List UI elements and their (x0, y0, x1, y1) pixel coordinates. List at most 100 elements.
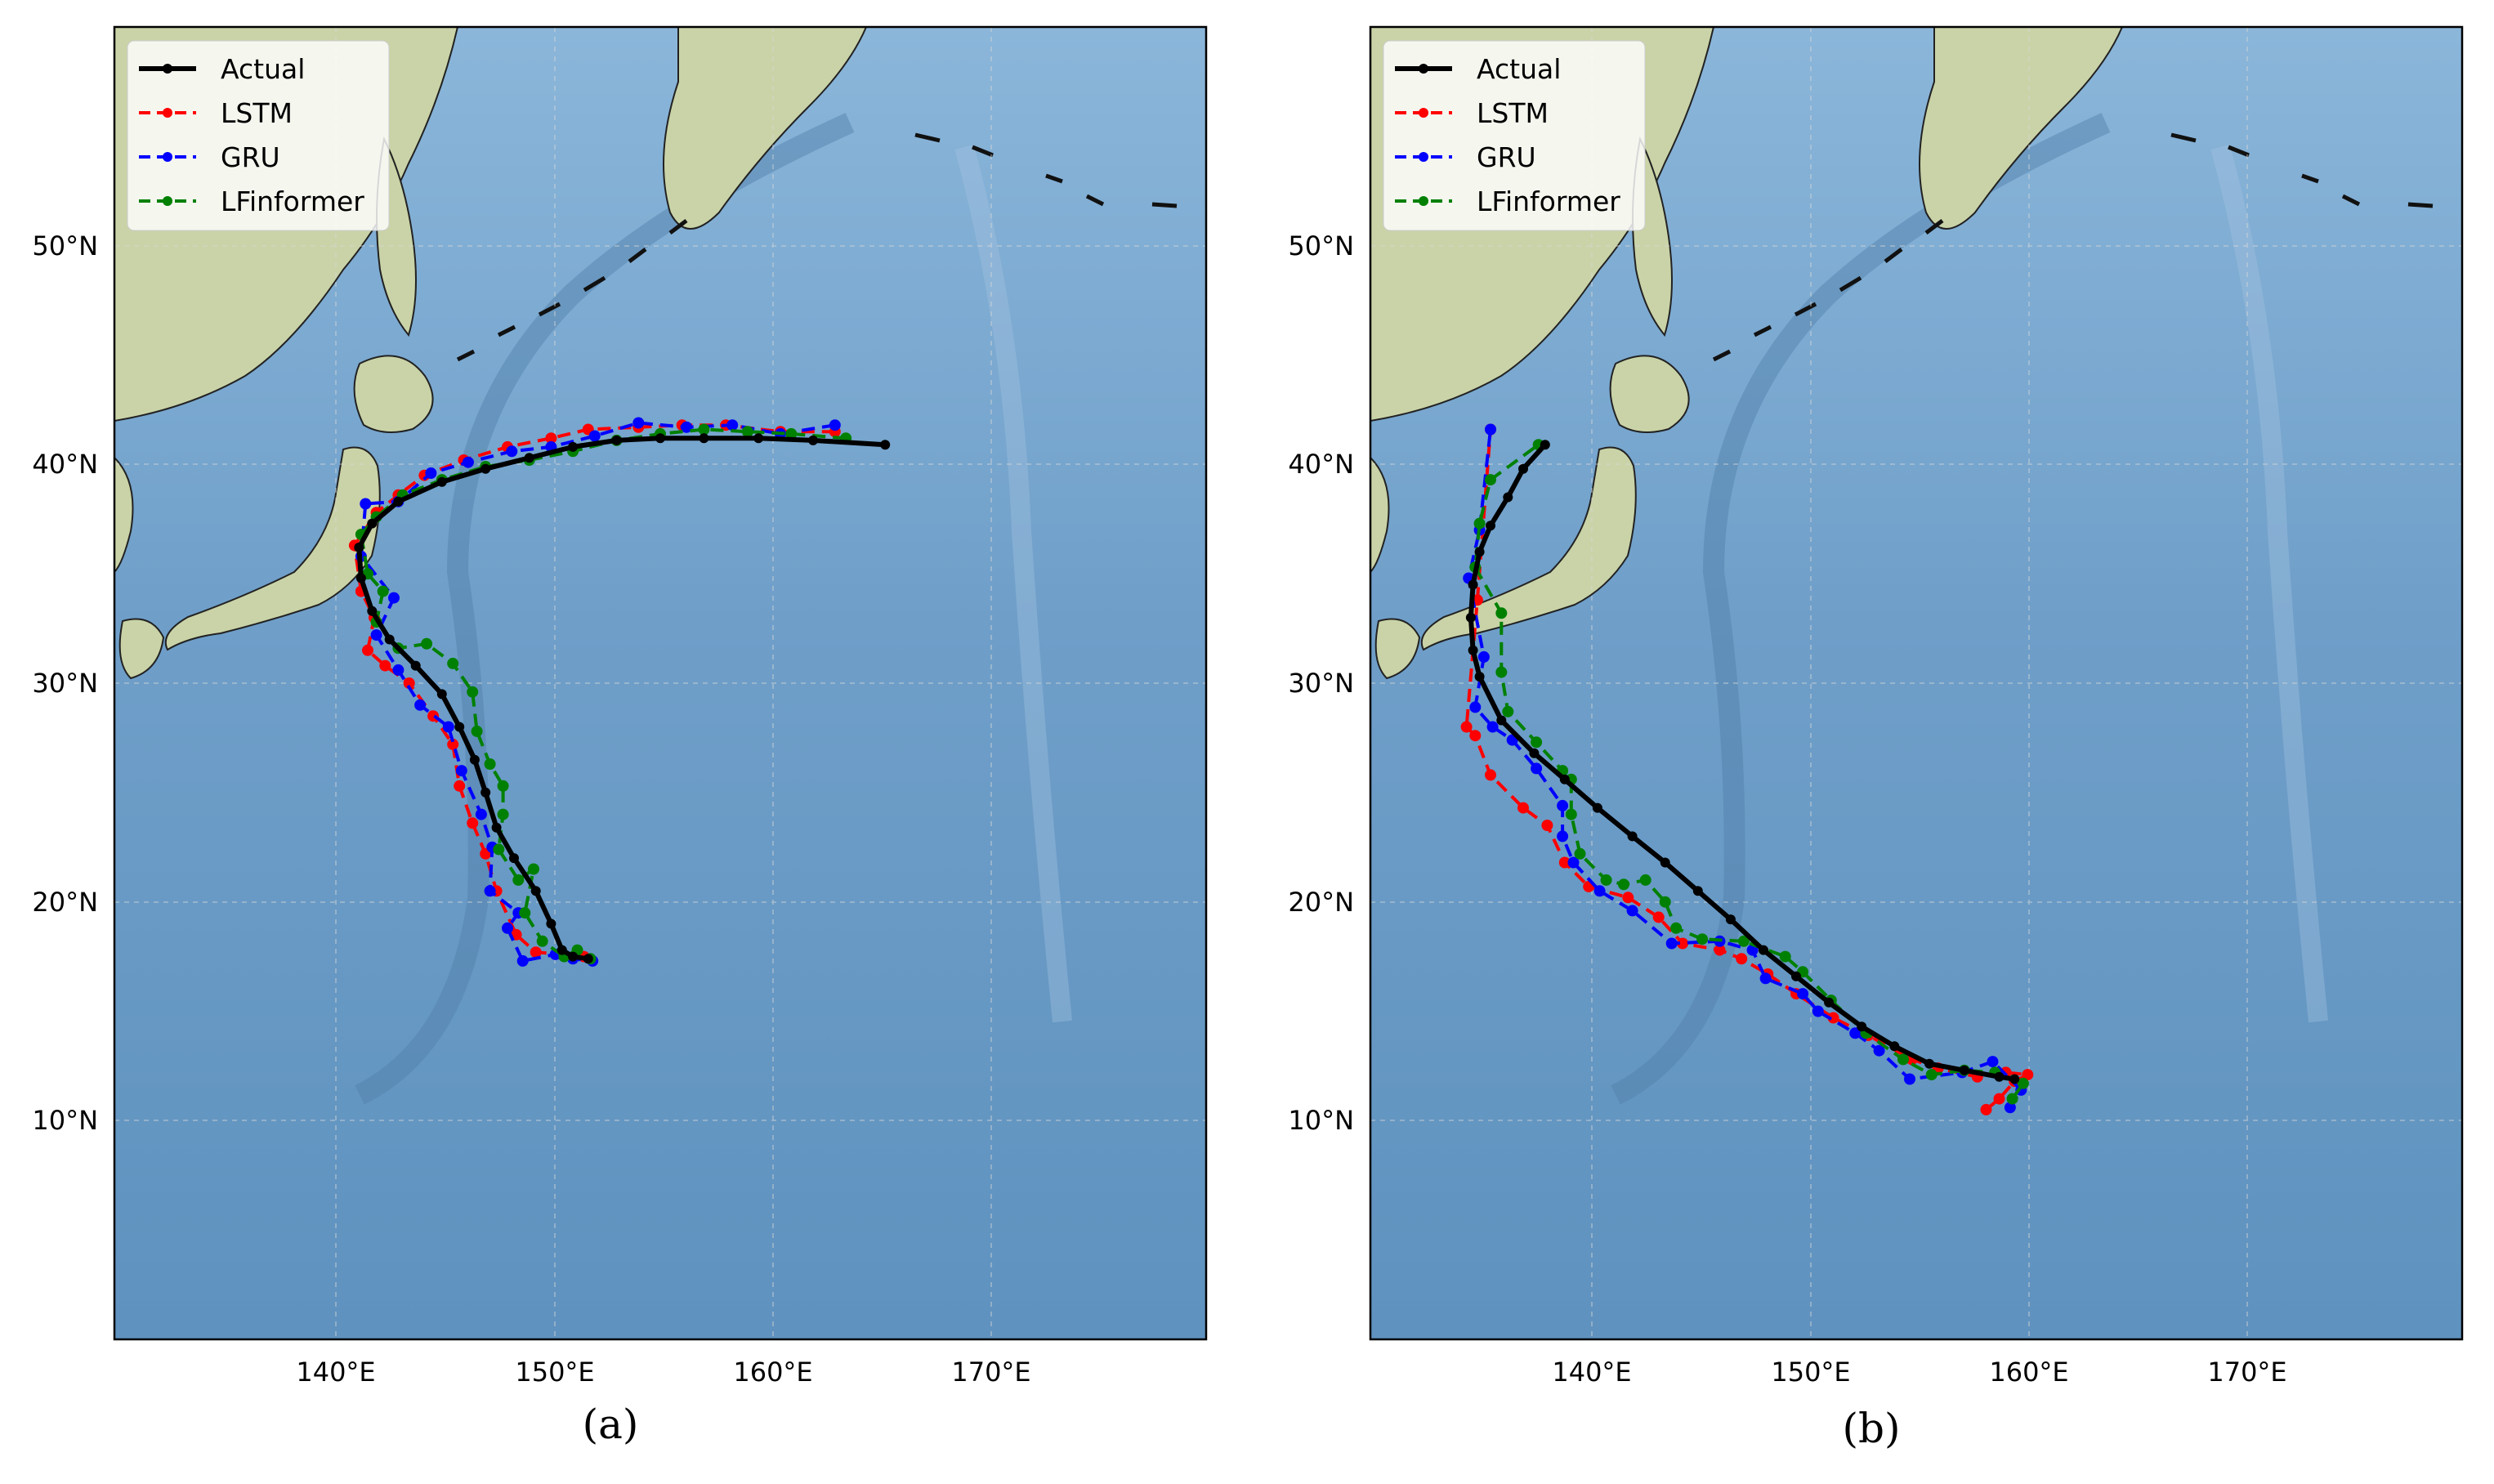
legend-entry-gru: GRU (1395, 141, 1536, 173)
track-point-gru (726, 419, 739, 431)
aleutian-islands (2170, 132, 2434, 208)
lat-tick-label: 20°N (32, 887, 98, 918)
track-line-gru (359, 421, 836, 963)
track-point-actual (1592, 802, 1602, 813)
track-point-lstm (1714, 944, 1726, 956)
track-point-actual (436, 476, 447, 487)
track-point-gru (1797, 988, 1809, 1000)
track-point-actual (1486, 521, 1495, 531)
track-point-lstm (1652, 911, 1665, 923)
legend-box (1383, 40, 1646, 231)
tracks-panel-b (1460, 423, 2034, 1115)
track-point-gru (1567, 856, 1580, 869)
track-point-gru (681, 421, 693, 433)
track-line-gru (1467, 429, 2023, 1109)
track-line-actual (1468, 443, 2015, 1082)
lon-tick-label: 150°E (515, 1357, 594, 1388)
track-point-actual (1725, 914, 1736, 925)
track-point-gru (1665, 937, 1678, 950)
track-point-gru (632, 417, 645, 429)
track-point-actual (1824, 997, 1835, 1008)
track-point-lfinformer (1495, 666, 1508, 678)
track-point-gru (1904, 1073, 1915, 1085)
track-point-gru (1759, 972, 1772, 985)
lon-tick-label: 140°E (1552, 1357, 1631, 1388)
track-point-lstm (1736, 953, 1748, 965)
track-point-lstm (1469, 730, 1482, 742)
legend-label: LFinformer (1477, 186, 1620, 217)
honshu-island (164, 446, 381, 651)
track-point-gru (392, 664, 404, 676)
track-point-lfinformer (1670, 922, 1683, 934)
panel-caption: (a) (583, 1401, 639, 1448)
track-point-actual (1465, 612, 1476, 623)
track-point-gru (829, 419, 841, 431)
track-point-lfinformer (519, 907, 531, 919)
track-point-actual (367, 518, 378, 529)
track-point-actual (1503, 492, 1513, 503)
legend-box (127, 40, 390, 231)
track-point-lfinformer (1600, 874, 1612, 886)
track-point-lstm (1993, 1093, 2005, 1105)
track-point-actual (491, 822, 502, 833)
track-point-gru (2004, 1102, 2016, 1114)
track-point-lfinformer (528, 863, 539, 875)
track-point-lfinformer (1485, 474, 1496, 486)
track-point-actual (1889, 1041, 1900, 1052)
track-point-lfinformer (698, 423, 710, 436)
track-point-gru (455, 765, 467, 777)
track-point-lfinformer (1659, 896, 1671, 908)
map-panel-a: Actual LSTM GRU LFinformer 10°N 20°N 30°… (32, 25, 1208, 1448)
track-point-gru (1477, 650, 1490, 663)
track-point-lfinformer (512, 874, 525, 886)
legend-label: LFinformer (221, 186, 364, 217)
track-point-gru (502, 922, 513, 934)
track-point-lstm (530, 946, 542, 959)
track-actual (1465, 440, 2020, 1084)
track-point-actual (410, 660, 421, 671)
track-point-actual (1529, 748, 1540, 758)
track-point-lstm (1677, 937, 1689, 950)
track-point-actual (2009, 1074, 2020, 1084)
track-point-lfinformer (493, 843, 505, 856)
kuril-islands (1712, 219, 1944, 362)
track-point-gru (425, 467, 437, 479)
lon-tick-label: 150°E (1771, 1357, 1850, 1388)
track-point-gru (1485, 423, 1496, 436)
legend-label: GRU (221, 141, 280, 173)
track-point-actual (611, 435, 622, 445)
legend-entry-lstm: LSTM (1395, 97, 1549, 129)
track-point-lfinformer (471, 725, 483, 737)
track-point-actual (1759, 945, 1768, 955)
track-point-gru (1557, 799, 1569, 811)
track-point-gru (1593, 885, 1606, 897)
lat-tick-label: 10°N (32, 1105, 98, 1136)
panel-caption: (b) (1842, 1405, 1900, 1452)
track-point-actual (1959, 1065, 1969, 1075)
legend-entry-lstm: LSTM (139, 97, 293, 129)
track-point-actual (1468, 579, 1478, 590)
legend-entry-gru: GRU (139, 141, 280, 173)
track-point-gru (442, 721, 454, 733)
track-point-actual (568, 441, 579, 452)
ocean-ridge (2210, 144, 2328, 1023)
track-point-actual (1540, 440, 1550, 450)
track-point-lstm (1485, 769, 1496, 781)
track-point-gru (1531, 762, 1543, 775)
kamchatka-peninsula (1919, 27, 2124, 230)
hokkaido-island (1609, 355, 1690, 433)
track-point-actual (1518, 463, 1528, 474)
lon-tick-label: 170°E (951, 1357, 1030, 1388)
track-point-actual (1924, 1058, 1934, 1069)
track-point-lstm (1517, 802, 1529, 814)
track-point-actual (454, 722, 465, 732)
track-point-gru (516, 954, 529, 967)
track-point-gru (1873, 1044, 1885, 1057)
track-point-actual (354, 543, 364, 552)
track-point-actual (1660, 857, 1670, 868)
hokkaido-island (353, 355, 434, 433)
track-point-actual (568, 951, 579, 962)
lon-tick-label: 140°E (296, 1357, 375, 1388)
lat-tick-label: 50°N (1288, 230, 1354, 261)
track-point-lstm (1827, 1012, 1839, 1024)
